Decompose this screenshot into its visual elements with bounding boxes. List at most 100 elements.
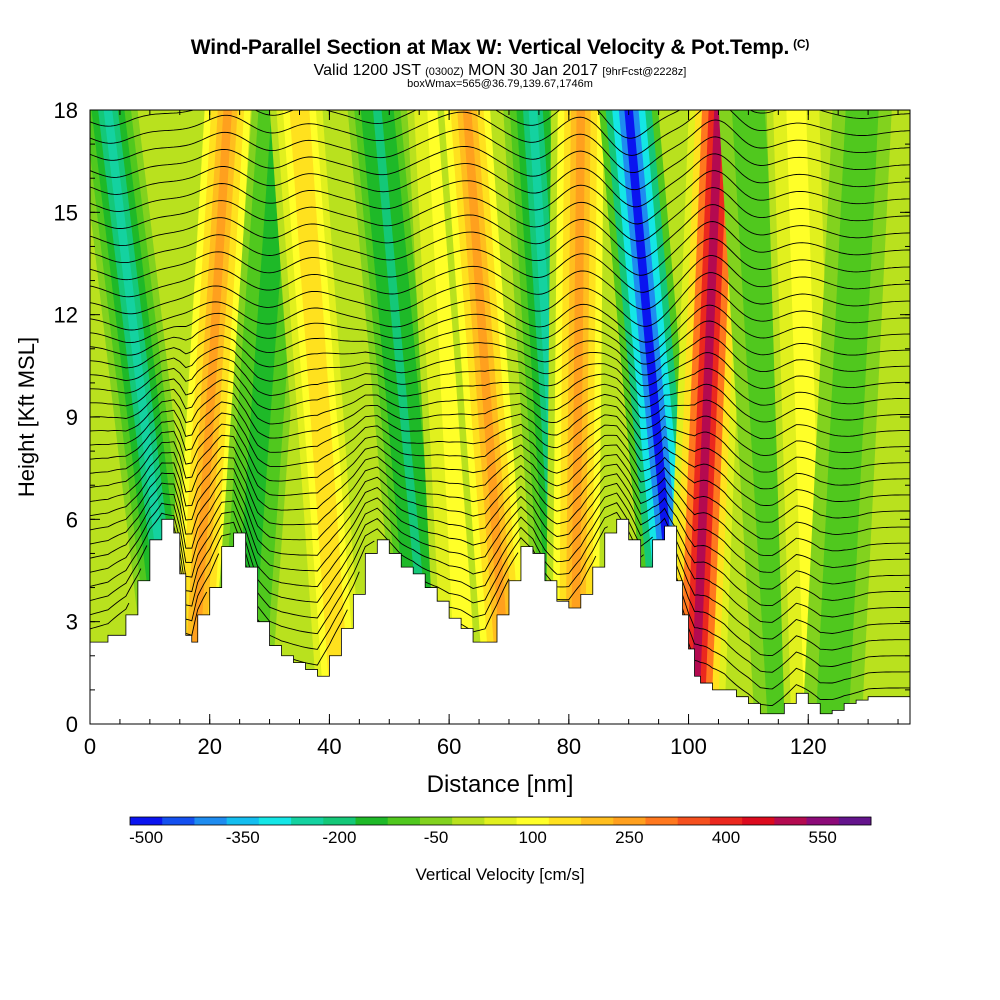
velocity-level <box>690 110 723 724</box>
theta-contour <box>90 552 910 690</box>
theta-contour <box>185 578 910 706</box>
velocity-level <box>373 110 436 724</box>
colorbar-swatch <box>258 817 292 825</box>
terrain-mask <box>89 518 911 725</box>
y-tick-label: 12 <box>54 303 78 328</box>
terrain-surface <box>89 518 911 725</box>
theta-contour <box>90 357 910 406</box>
colorbar <box>129 816 872 826</box>
downdraft-band-13 <box>802 110 892 724</box>
colorbar-swatch <box>291 817 324 825</box>
y-tick-label: 18 <box>54 98 78 123</box>
theta-contour <box>90 444 910 540</box>
velocity-level <box>744 110 789 724</box>
theta-contour <box>90 119 910 174</box>
theta-contour <box>90 423 910 506</box>
theta-contour <box>90 320 910 365</box>
colorbar-swatch <box>548 817 582 825</box>
y-axis-label: Height [Kft MSL] <box>14 337 39 497</box>
theta-contour <box>90 473 910 590</box>
theta-contour <box>90 401 910 473</box>
theta-contour <box>90 288 910 343</box>
colorbar-swatch <box>130 817 163 825</box>
chart-subtitle: Valid 1200 JST (0300Z) MON 30 Jan 2017 [… <box>313 62 687 79</box>
colorbar-tick-label: -50 <box>424 828 449 847</box>
colorbar-swatch <box>742 817 775 825</box>
theta-contour <box>90 221 910 276</box>
theta-contour <box>90 526 910 673</box>
chart-title: Wind-Parallel Section at Max W: Vertical… <box>190 36 810 59</box>
theta-contour <box>90 204 910 259</box>
velocity-level <box>187 110 232 724</box>
colorbar-swatch <box>226 817 260 825</box>
colorbar-swatch <box>613 817 646 825</box>
velocity-level <box>570 110 586 724</box>
colorbar-ticks: -500 -350 -200 -50 100 250 400 550 <box>129 828 837 847</box>
y-tick-label: 15 <box>54 200 78 225</box>
y-tick-label: 3 <box>66 610 78 635</box>
colorbar-tick-label: 550 <box>808 828 836 847</box>
x-tick-label: 0 <box>84 734 96 759</box>
colorbar-tick-label: 400 <box>712 828 740 847</box>
theta-contour <box>90 346 910 389</box>
colorbar-swatch <box>387 817 421 825</box>
theta-contour <box>90 390 910 456</box>
copyright-mark: (C) <box>793 37 810 51</box>
y-tick-label: 9 <box>66 405 78 430</box>
x-tick-label: 60 <box>437 734 461 759</box>
x-tick-label: 120 <box>790 734 827 759</box>
colorbar-swatch <box>709 817 743 825</box>
colorbar-swatch <box>194 817 228 825</box>
theta-contours <box>90 110 910 706</box>
updraft-band-1 <box>162 110 258 724</box>
updraft-band-5 <box>407 110 497 724</box>
colorbar-swatch <box>806 817 840 825</box>
theta-contour <box>90 187 910 242</box>
theta-contour <box>90 463 910 573</box>
colorbar-swatch <box>645 817 679 825</box>
x-tick-label: 20 <box>197 734 221 759</box>
colorbar-swatch <box>838 817 872 825</box>
theta-contour <box>90 335 910 376</box>
colorbar-swatch <box>516 817 550 825</box>
theta-contour <box>90 379 910 440</box>
colorbar-frame <box>129 816 872 826</box>
theta-contour <box>90 482 910 607</box>
theta-contour <box>90 153 910 208</box>
velocity-level <box>827 110 867 724</box>
theta-contour <box>90 255 910 310</box>
colorbar-swatch <box>323 817 356 825</box>
colorbar-tick-label: 250 <box>615 828 643 847</box>
colorbar-swatch <box>581 817 614 825</box>
x-tick-label: 40 <box>317 734 341 759</box>
theta-contour <box>90 110 910 156</box>
theta-contour <box>90 412 910 490</box>
x-axis: 0 20 40 60 80 100 120 <box>84 110 899 759</box>
x-axis-label: Distance [nm] <box>427 771 574 798</box>
theta-contour <box>90 454 910 557</box>
colorbar-tick-label: -200 <box>322 828 356 847</box>
chart-boxwmax-note: boxWmax=565@36.79,139.67,1746m <box>407 78 593 90</box>
theta-contour <box>90 368 910 423</box>
theta-contour <box>90 136 910 191</box>
x-tick-label: 100 <box>670 734 707 759</box>
colorbar-swatch <box>419 817 453 825</box>
velocity-level <box>432 110 472 724</box>
updraft-band-10 <box>664 110 749 724</box>
colorbar-swatch <box>677 817 711 825</box>
colorbar-tick-label: 100 <box>519 828 547 847</box>
y-tick-label: 6 <box>66 507 78 532</box>
colorbar-tick-label: -500 <box>129 828 163 847</box>
colorbar-swatch <box>774 817 807 825</box>
theta-contour <box>90 502 910 640</box>
colorbar-swatch <box>484 817 518 825</box>
colorbar-swatch <box>162 817 195 825</box>
y-axis: 0 3 6 9 12 15 18 <box>54 98 910 737</box>
y-tick-label: 0 <box>66 712 78 737</box>
colorbar-label: Vertical Velocity [cm/s] <box>415 865 584 884</box>
theta-contour <box>90 272 910 327</box>
theta-contour <box>90 170 910 225</box>
theta-contour <box>90 434 910 523</box>
colorbar-swatch <box>355 817 389 825</box>
